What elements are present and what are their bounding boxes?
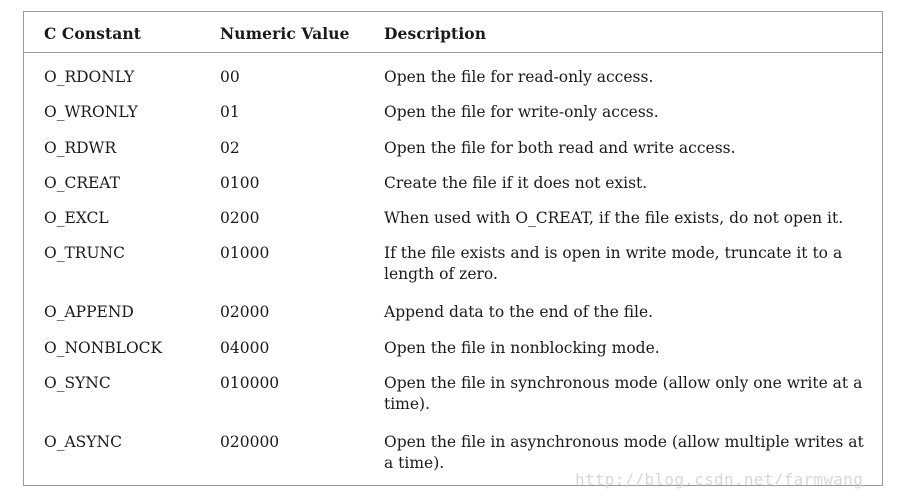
numeric-value-cell: 00 (220, 68, 240, 86)
description-cell: Open the file for write-only access. (384, 103, 659, 121)
description-cell: Append data to the end of the file. (384, 303, 654, 321)
description-cell: Open the file in nonblocking mode. (384, 339, 660, 357)
constants-table: C Constant Numeric Value Description O_R… (23, 11, 883, 486)
description-cell: If the file exists and is open in write … (384, 244, 843, 283)
constant-cell: O_TRUNC (44, 244, 125, 262)
constant-cell: O_SYNC (44, 374, 111, 392)
constant-cell: O_RDONLY (44, 68, 135, 86)
description-cell: Create the file if it does not exist. (384, 174, 648, 192)
description-cell: Open the file in synchronous mode (allow… (384, 374, 863, 413)
header-c-constant: C Constant (44, 24, 142, 43)
table-header-row: C Constant Numeric Value Description (24, 12, 882, 53)
numeric-value-cell: 02000 (220, 303, 270, 321)
header-description: Description (384, 24, 487, 43)
constant-cell: O_ASYNC (44, 433, 122, 451)
constant-cell: O_CREAT (44, 174, 120, 192)
constant-cell: O_APPEND (44, 303, 134, 321)
numeric-value-cell: 01000 (220, 244, 270, 262)
numeric-value-cell: 01 (220, 103, 240, 121)
constant-cell: O_NONBLOCK (44, 339, 163, 357)
description-cell: Open the file for read-only access. (384, 68, 654, 86)
numeric-value-cell: 010000 (220, 374, 280, 392)
description-cell: Open the file in asynchronous mode (allo… (384, 433, 864, 472)
constant-cell: O_EXCL (44, 209, 109, 227)
numeric-value-cell: 020000 (220, 433, 280, 451)
constant-cell: O_RDWR (44, 139, 117, 157)
description-cell: Open the file for both read and write ac… (384, 139, 736, 157)
numeric-value-cell: 02 (220, 139, 240, 157)
description-cell: When used with O_CREAT, if the file exis… (384, 209, 844, 227)
constant-cell: O_WRONLY (44, 103, 138, 121)
numeric-value-cell: 0100 (220, 174, 260, 192)
numeric-value-cell: 04000 (220, 339, 270, 357)
header-numeric-value: Numeric Value (220, 24, 350, 43)
watermark-text: http://blog.csdn.net/farmwang (575, 470, 864, 489)
numeric-value-cell: 0200 (220, 209, 260, 227)
